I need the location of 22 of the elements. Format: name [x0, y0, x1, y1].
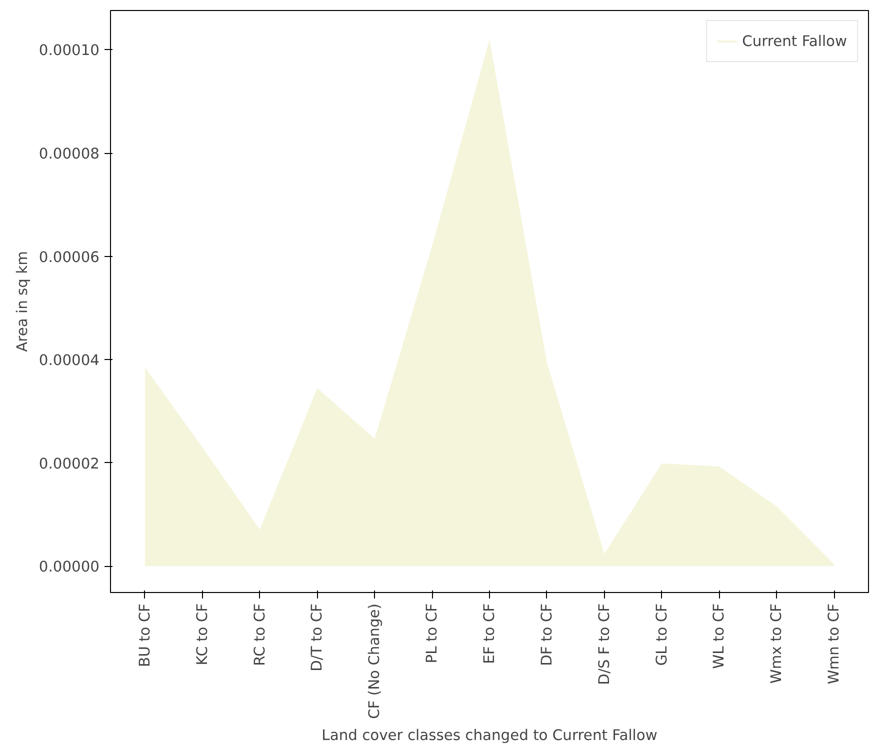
x-tick-label: WL to CF — [710, 603, 728, 669]
y-axis-title: Area in sq km — [14, 251, 31, 352]
x-tick-label: DF to CF — [538, 603, 556, 666]
x-tick-label: GL to CF — [653, 604, 670, 666]
x-tick-label: Wmx to CF — [768, 603, 786, 684]
x-tick-label: CF (No Change) — [366, 603, 384, 719]
y-tick-label: 0.00010 — [38, 42, 100, 60]
x-tick-label: PL to CF — [424, 603, 441, 664]
x-tick-label: RC to CF — [251, 603, 268, 666]
y-tick-label: 0.00008 — [38, 146, 100, 163]
legend-label: Current Fallow — [742, 32, 847, 50]
x-tick-label: EF to CF — [481, 603, 498, 664]
y-tick-label: 0.00006 — [38, 248, 100, 266]
x-tick-label: KC to CF — [194, 603, 211, 666]
x-tick-label: D/T to CF — [308, 603, 326, 672]
x-tick-label: D/S F to CF — [596, 604, 613, 685]
y-tick-label: 0.00004 — [38, 352, 100, 370]
x-tick-label: BU to CF — [136, 603, 154, 667]
x-tick-label: Wmn to CF — [826, 603, 843, 684]
x-axis-title: Land cover classes changed to Current Fallow — [322, 726, 658, 744]
y-tick-label: 0.00002 — [38, 455, 100, 472]
y-tick-label: 0.00000 — [38, 558, 100, 576]
